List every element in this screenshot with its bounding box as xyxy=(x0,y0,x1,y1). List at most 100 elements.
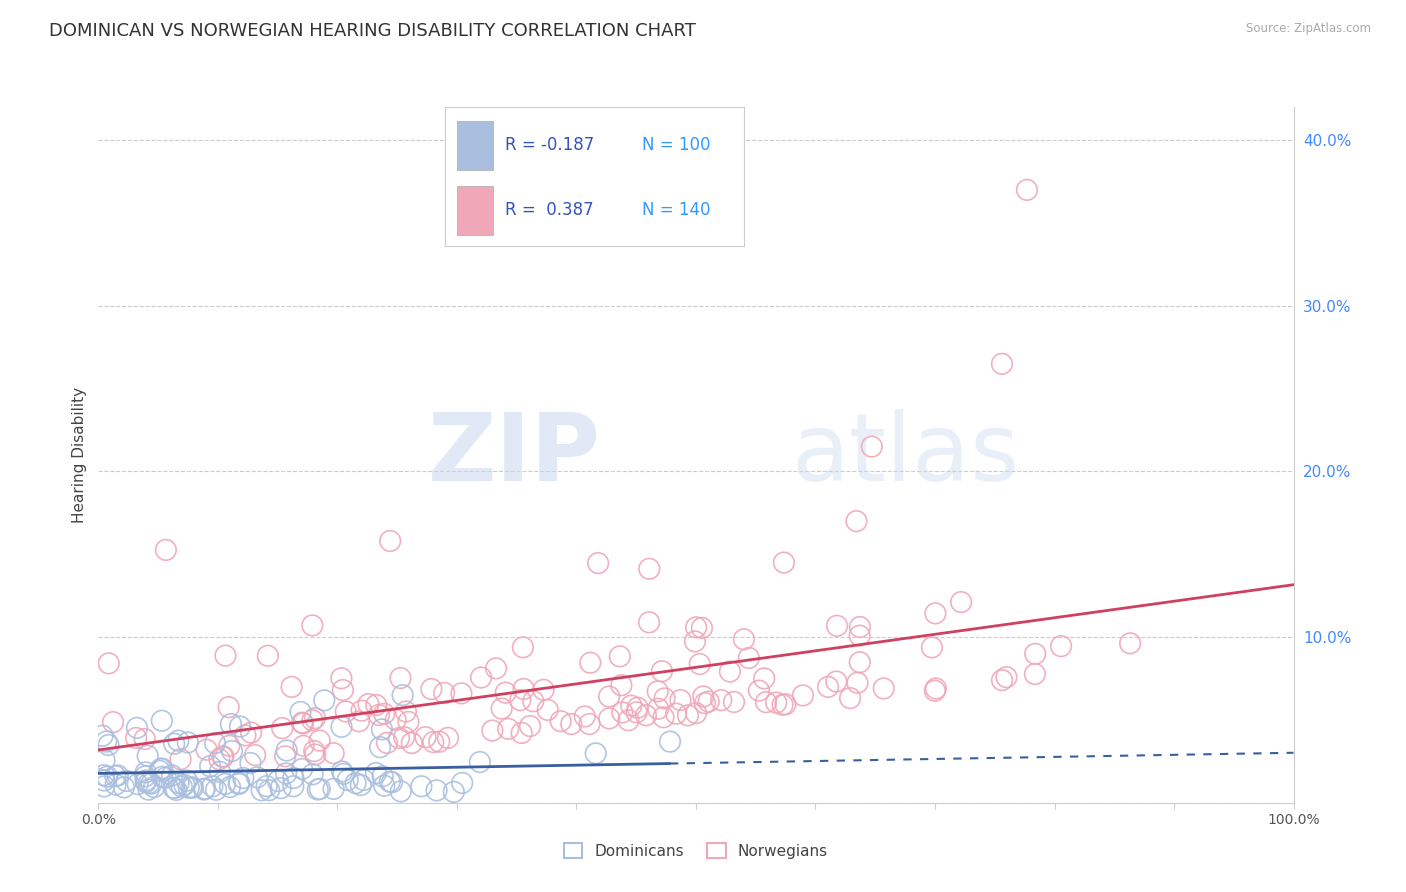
Point xyxy=(522,694,544,708)
Point xyxy=(415,730,437,744)
Point xyxy=(654,691,676,706)
Point xyxy=(97,657,120,671)
Point xyxy=(301,767,323,781)
Point xyxy=(638,562,661,576)
Point xyxy=(638,615,661,630)
Point xyxy=(748,683,770,698)
Point xyxy=(921,640,943,655)
Point xyxy=(93,753,115,767)
Point xyxy=(609,649,631,664)
Point xyxy=(825,674,848,689)
Point xyxy=(585,747,607,761)
Point xyxy=(685,706,707,720)
Text: Source: ZipAtlas.com: Source: ZipAtlas.com xyxy=(1246,22,1371,36)
Point xyxy=(330,764,353,779)
Point xyxy=(683,634,706,648)
Point xyxy=(163,737,186,751)
Point xyxy=(301,618,323,632)
Point xyxy=(401,736,423,750)
Point xyxy=(195,742,218,756)
Point xyxy=(710,693,733,707)
Point xyxy=(950,595,973,609)
Point xyxy=(205,782,228,797)
Point xyxy=(155,543,177,558)
Point xyxy=(115,774,138,789)
Point xyxy=(396,714,419,729)
Point xyxy=(755,695,778,709)
Point xyxy=(283,779,305,793)
Text: DOMINICAN VS NORWEGIAN HEARING DISABILITY CORRELATION CHART: DOMINICAN VS NORWEGIAN HEARING DISABILIT… xyxy=(49,22,696,40)
Point xyxy=(371,723,394,737)
Point xyxy=(274,749,297,764)
Point xyxy=(426,783,449,797)
Point xyxy=(579,656,602,670)
Point xyxy=(148,764,170,778)
Point xyxy=(692,690,714,704)
Point xyxy=(375,736,398,750)
Point xyxy=(1119,636,1142,650)
Point xyxy=(849,620,872,634)
Point xyxy=(860,440,883,454)
Point xyxy=(257,783,280,797)
Point xyxy=(689,657,711,671)
Point xyxy=(845,514,868,528)
Point xyxy=(135,773,157,788)
Point xyxy=(141,776,163,790)
Point xyxy=(422,735,444,749)
Point xyxy=(208,752,231,766)
Point xyxy=(150,770,173,784)
Point xyxy=(610,678,633,692)
Point xyxy=(723,695,745,709)
Point xyxy=(384,713,406,727)
Point xyxy=(697,695,720,709)
Point xyxy=(160,768,183,782)
Point xyxy=(176,773,198,788)
Point xyxy=(792,689,814,703)
Point xyxy=(825,619,848,633)
Point xyxy=(243,747,266,762)
Point xyxy=(647,684,669,698)
Point xyxy=(669,693,692,707)
Point xyxy=(250,783,273,797)
Point xyxy=(512,681,534,696)
Point xyxy=(612,706,634,720)
Point xyxy=(350,704,373,718)
Point xyxy=(257,648,280,663)
Point xyxy=(509,693,531,707)
Point xyxy=(228,776,250,790)
Point xyxy=(239,756,262,770)
Point xyxy=(308,733,330,747)
Point xyxy=(291,715,314,730)
Point xyxy=(578,717,600,731)
Point xyxy=(173,778,195,792)
Point xyxy=(652,710,675,724)
Point xyxy=(626,706,648,720)
Point xyxy=(873,681,896,696)
Point xyxy=(485,661,508,675)
Point xyxy=(389,784,412,798)
Point xyxy=(765,696,787,710)
Point xyxy=(322,746,344,760)
Point xyxy=(162,780,184,795)
Point xyxy=(617,713,640,727)
Point xyxy=(149,762,172,776)
Point xyxy=(335,705,357,719)
Point xyxy=(685,620,707,634)
Point xyxy=(125,721,148,735)
Point xyxy=(91,729,114,743)
Point xyxy=(772,698,794,712)
Point xyxy=(104,769,127,783)
Point xyxy=(165,783,187,797)
Point xyxy=(924,683,946,698)
Point xyxy=(136,748,159,763)
Point xyxy=(350,778,373,792)
Point xyxy=(443,785,465,799)
Point xyxy=(232,771,254,785)
Point xyxy=(427,735,450,749)
Text: atlas: atlas xyxy=(792,409,1019,501)
Point xyxy=(208,764,231,779)
Point xyxy=(598,690,620,704)
Point xyxy=(1024,647,1046,661)
Point xyxy=(135,775,157,789)
Point xyxy=(332,683,354,698)
